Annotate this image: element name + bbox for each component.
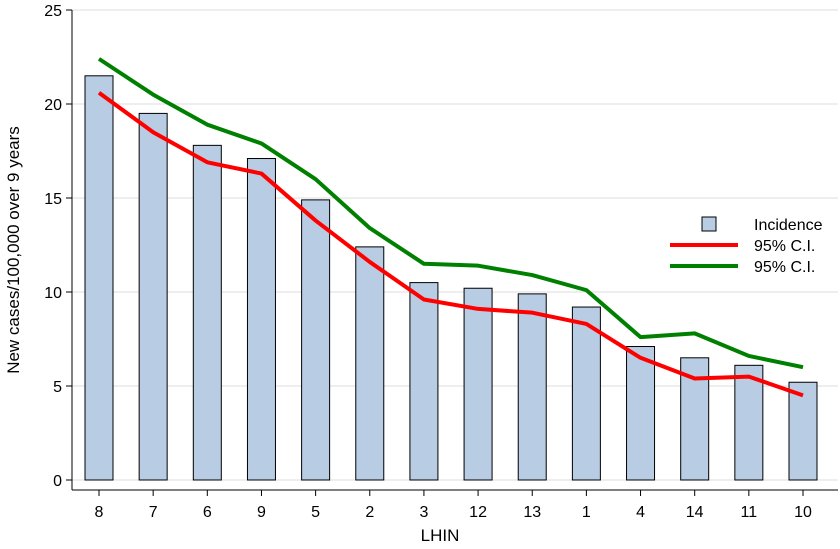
x-tick-label: 8 [95,504,104,521]
legend-label: 95% C.I. [754,238,815,255]
bar [246,158,276,481]
y-tick-label: 0 [53,473,62,490]
x-tick-label: 9 [257,504,266,521]
bar [409,282,439,481]
bar [571,306,601,481]
bar [301,199,331,481]
x-tick-label: 14 [686,504,704,521]
bar [788,381,818,481]
bars [84,75,818,481]
x-axis-label: LHIN [421,526,460,544]
legend: Incidence 95% C.I. 95% C.I. [670,216,823,276]
x-tick-label: 13 [523,504,541,521]
bar [84,75,114,481]
x-tick-label: 3 [419,504,428,521]
axes [71,10,838,491]
ci-line [97,91,804,398]
legend-label: Incidence [754,217,823,234]
y-tick-label: 5 [53,379,62,396]
bar [138,112,168,481]
bar [517,293,547,481]
x-tick-label: 6 [203,504,212,521]
y-tick-label: 10 [44,285,62,302]
y-tick-label: 15 [44,191,62,208]
x-tick-label: 1 [582,504,591,521]
ci-line [97,57,804,370]
bar [192,144,222,481]
bar [355,246,385,481]
ci-lines [97,57,804,398]
x-tick-label: 4 [636,504,645,521]
x-tick-label: 10 [794,504,812,521]
legend-swatch [701,216,717,232]
legend-label: 95% C.I. [754,259,815,276]
x-tick-label: 7 [149,504,158,521]
x-tick-label: 11 [741,504,758,521]
bar [626,346,656,481]
x-tick-label: 12 [469,504,487,521]
x-tick-label: 2 [365,504,374,521]
bar [734,364,764,481]
x-tick-label: 5 [311,504,320,521]
y-tick-label: 25 [44,3,62,20]
bar [463,287,493,481]
y-tick-label: 20 [44,97,62,114]
y-axis-label: New cases/100,000 over 9 years [4,126,23,374]
